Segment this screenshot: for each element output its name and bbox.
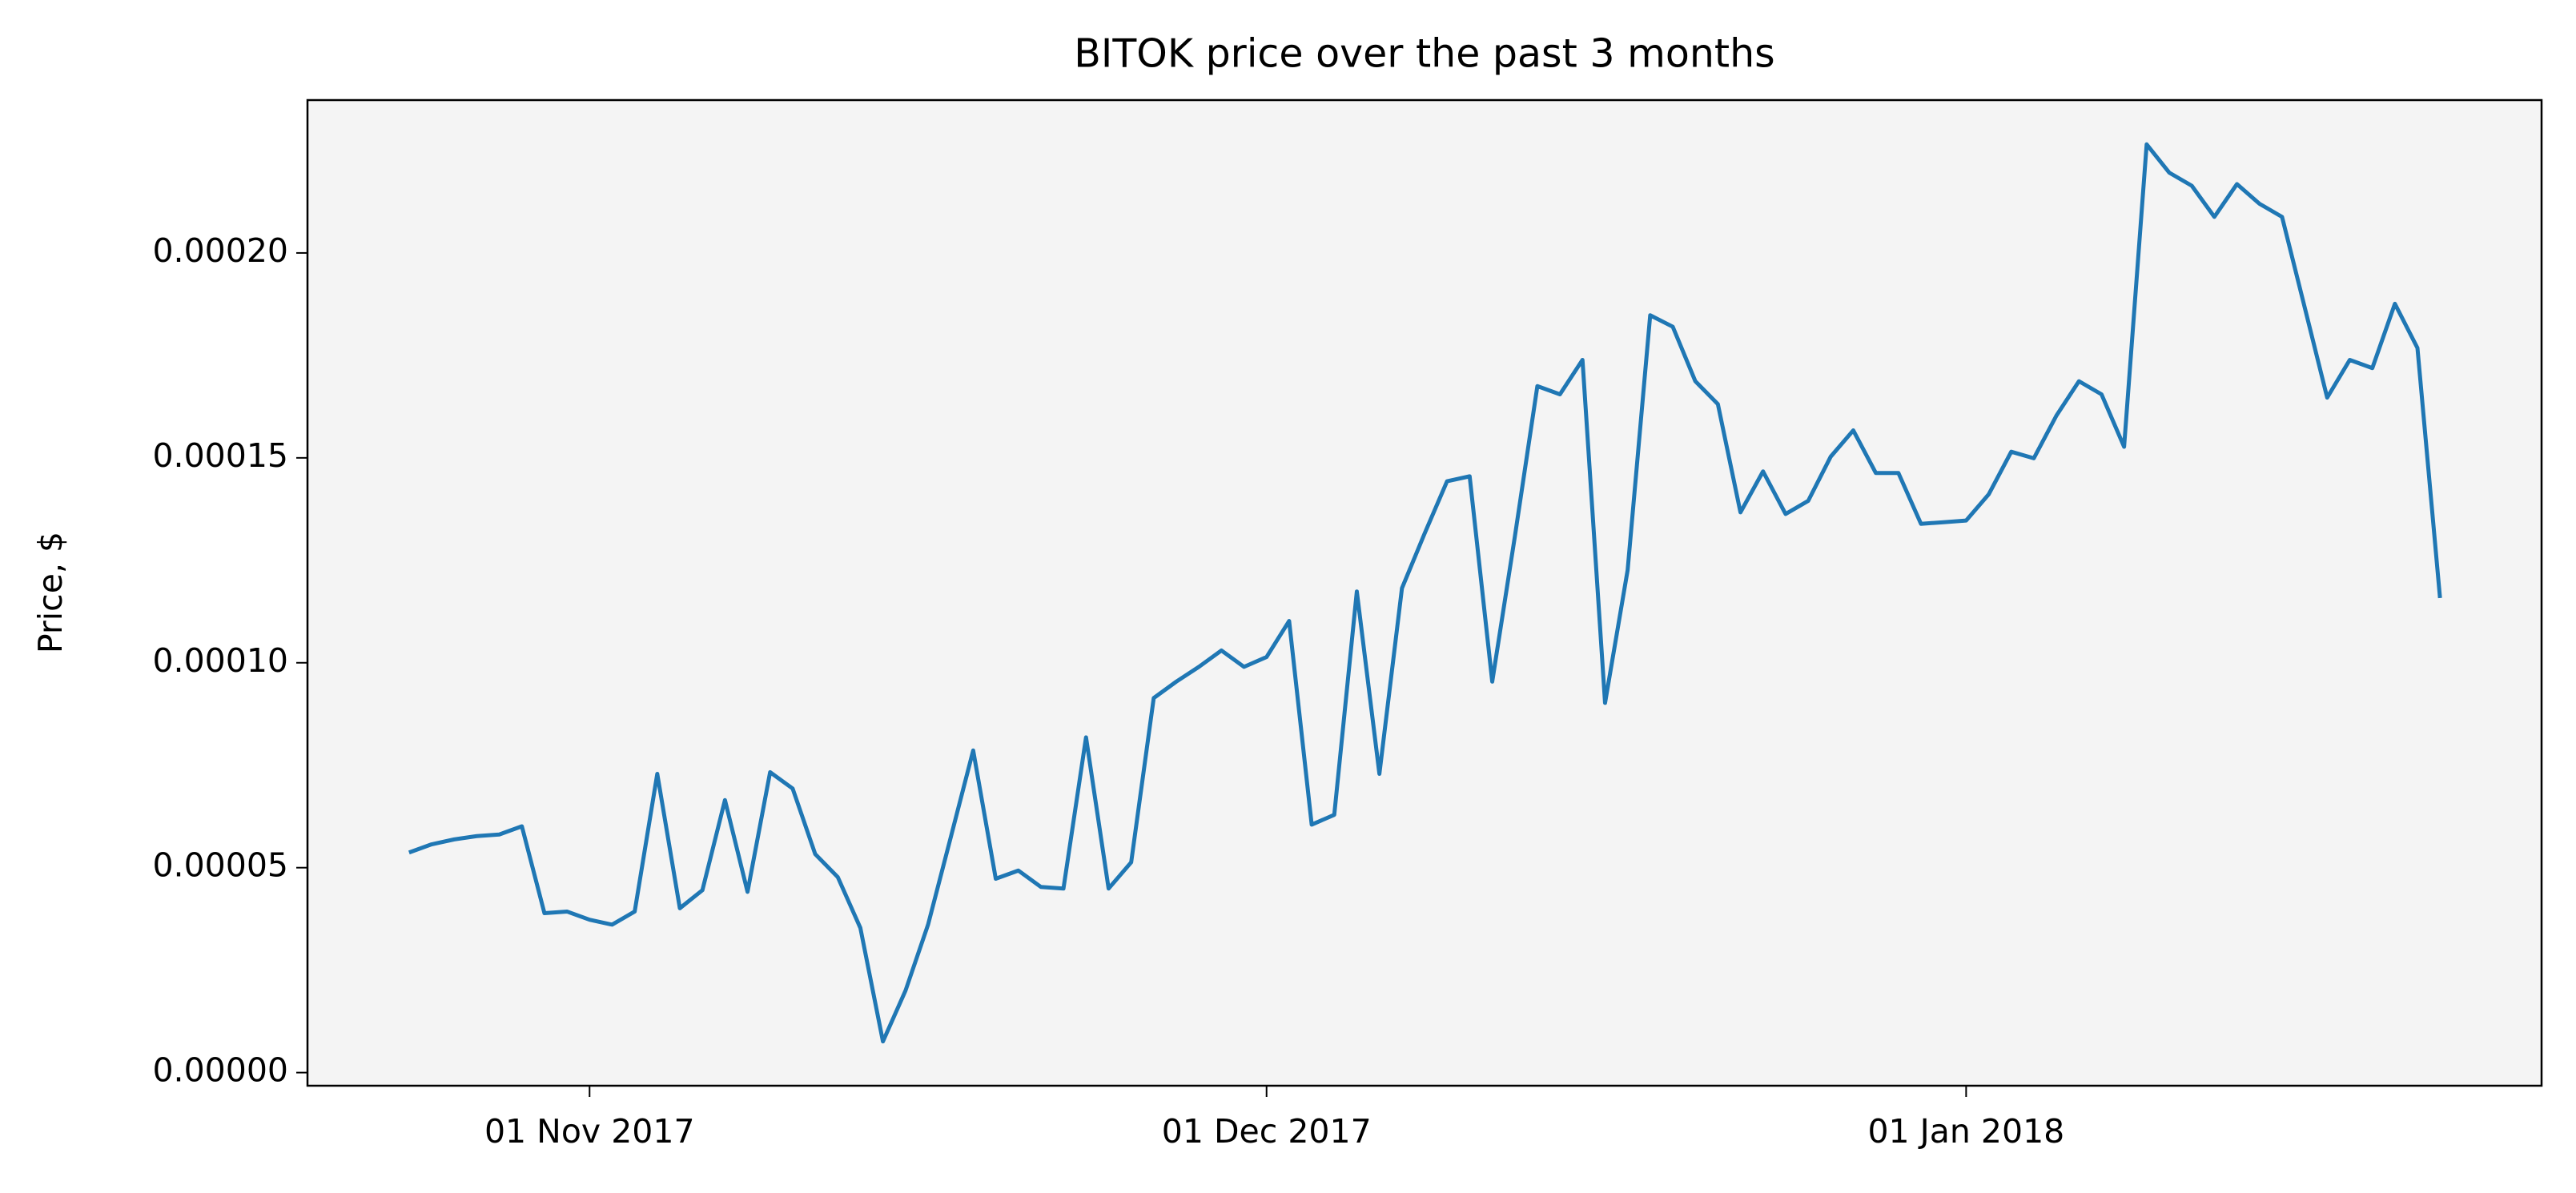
x-tick-label: 01 Nov 2017 [484,1112,695,1151]
y-axis-label: Price, $ [31,532,70,653]
y-tick-label: 0.00015 [152,436,288,475]
chart-title: BITOK price over the past 3 months [1074,31,1774,77]
y-tick-label: 0.00010 [152,641,288,680]
y-tick-label: 0.00005 [152,846,288,885]
plot-frame [306,98,2543,1087]
x-tick-label: 01 Jan 2018 [1867,1112,2064,1151]
y-tick-label: 0.00020 [152,231,288,270]
y-tick-label: 0.00000 [152,1051,288,1090]
plot-background [307,100,2542,1086]
x-tick-label: 01 Dec 2017 [1162,1112,1372,1151]
price-line [408,142,2442,1044]
